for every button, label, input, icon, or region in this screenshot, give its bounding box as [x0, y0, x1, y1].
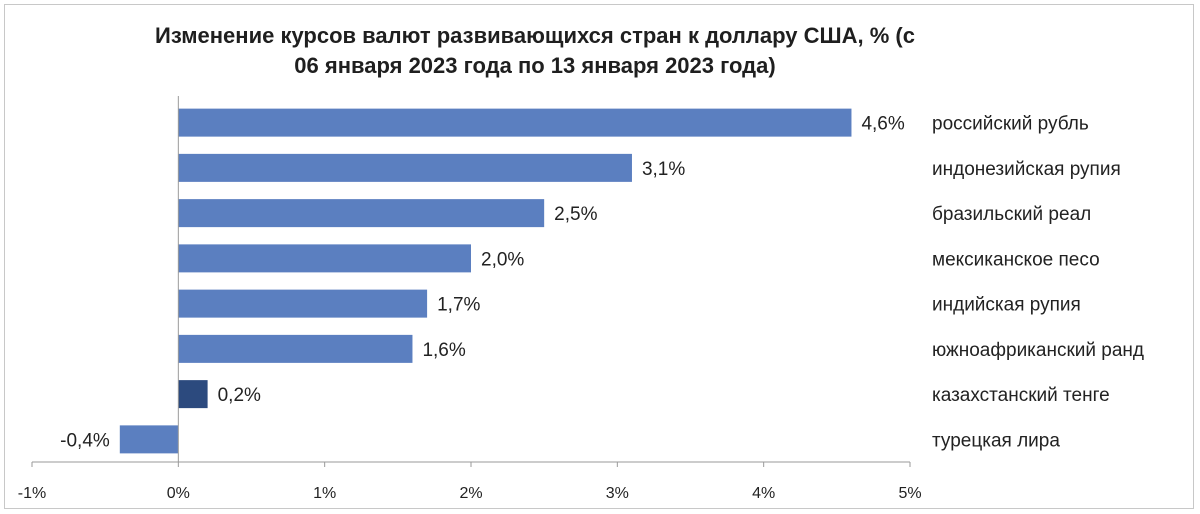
bar-2 [178, 199, 545, 228]
category-label-7: турецкая лира [932, 430, 1060, 451]
bar-6 [178, 380, 208, 409]
bar-1 [178, 153, 632, 182]
category-label-5: южноафриканский ранд [932, 340, 1144, 361]
bar-3 [178, 244, 472, 273]
bar-7 [119, 425, 179, 454]
data-label-2: 2,5% [554, 204, 597, 225]
category-label-1: индонезийская рупия [932, 159, 1121, 180]
data-label-5: 1,6% [422, 340, 465, 361]
x-tick-label-1: 0% [167, 485, 190, 502]
category-label-3: мексиканское песо [932, 249, 1100, 270]
chart-title: Изменение курсов валют развивающихся стр… [155, 23, 915, 78]
x-tick-label-5: 4% [752, 485, 775, 502]
data-label-1: 3,1% [642, 159, 685, 180]
x-tick-label-3: 2% [459, 485, 482, 502]
category-label-2: бразильский реал [932, 204, 1091, 225]
category-label-0: российский рубль [932, 114, 1089, 135]
x-tick-label-6: 5% [898, 485, 921, 502]
data-label-7: -0,4% [60, 430, 110, 451]
x-tick-label-4: 3% [606, 485, 629, 502]
x-tick-label-2: 1% [313, 485, 336, 502]
data-label-6: 0,2% [218, 385, 261, 406]
bar-5 [178, 334, 413, 363]
data-label-4: 1,7% [437, 295, 480, 316]
data-label-3: 2,0% [481, 249, 524, 270]
data-label-0: 4,6% [861, 114, 904, 135]
x-tick-label-0: -1% [18, 485, 46, 502]
bar-0 [178, 108, 852, 137]
category-label-6: казахстанский тенге [932, 385, 1110, 406]
bar-4 [178, 289, 428, 318]
category-label-4: индийская рупия [932, 295, 1081, 316]
